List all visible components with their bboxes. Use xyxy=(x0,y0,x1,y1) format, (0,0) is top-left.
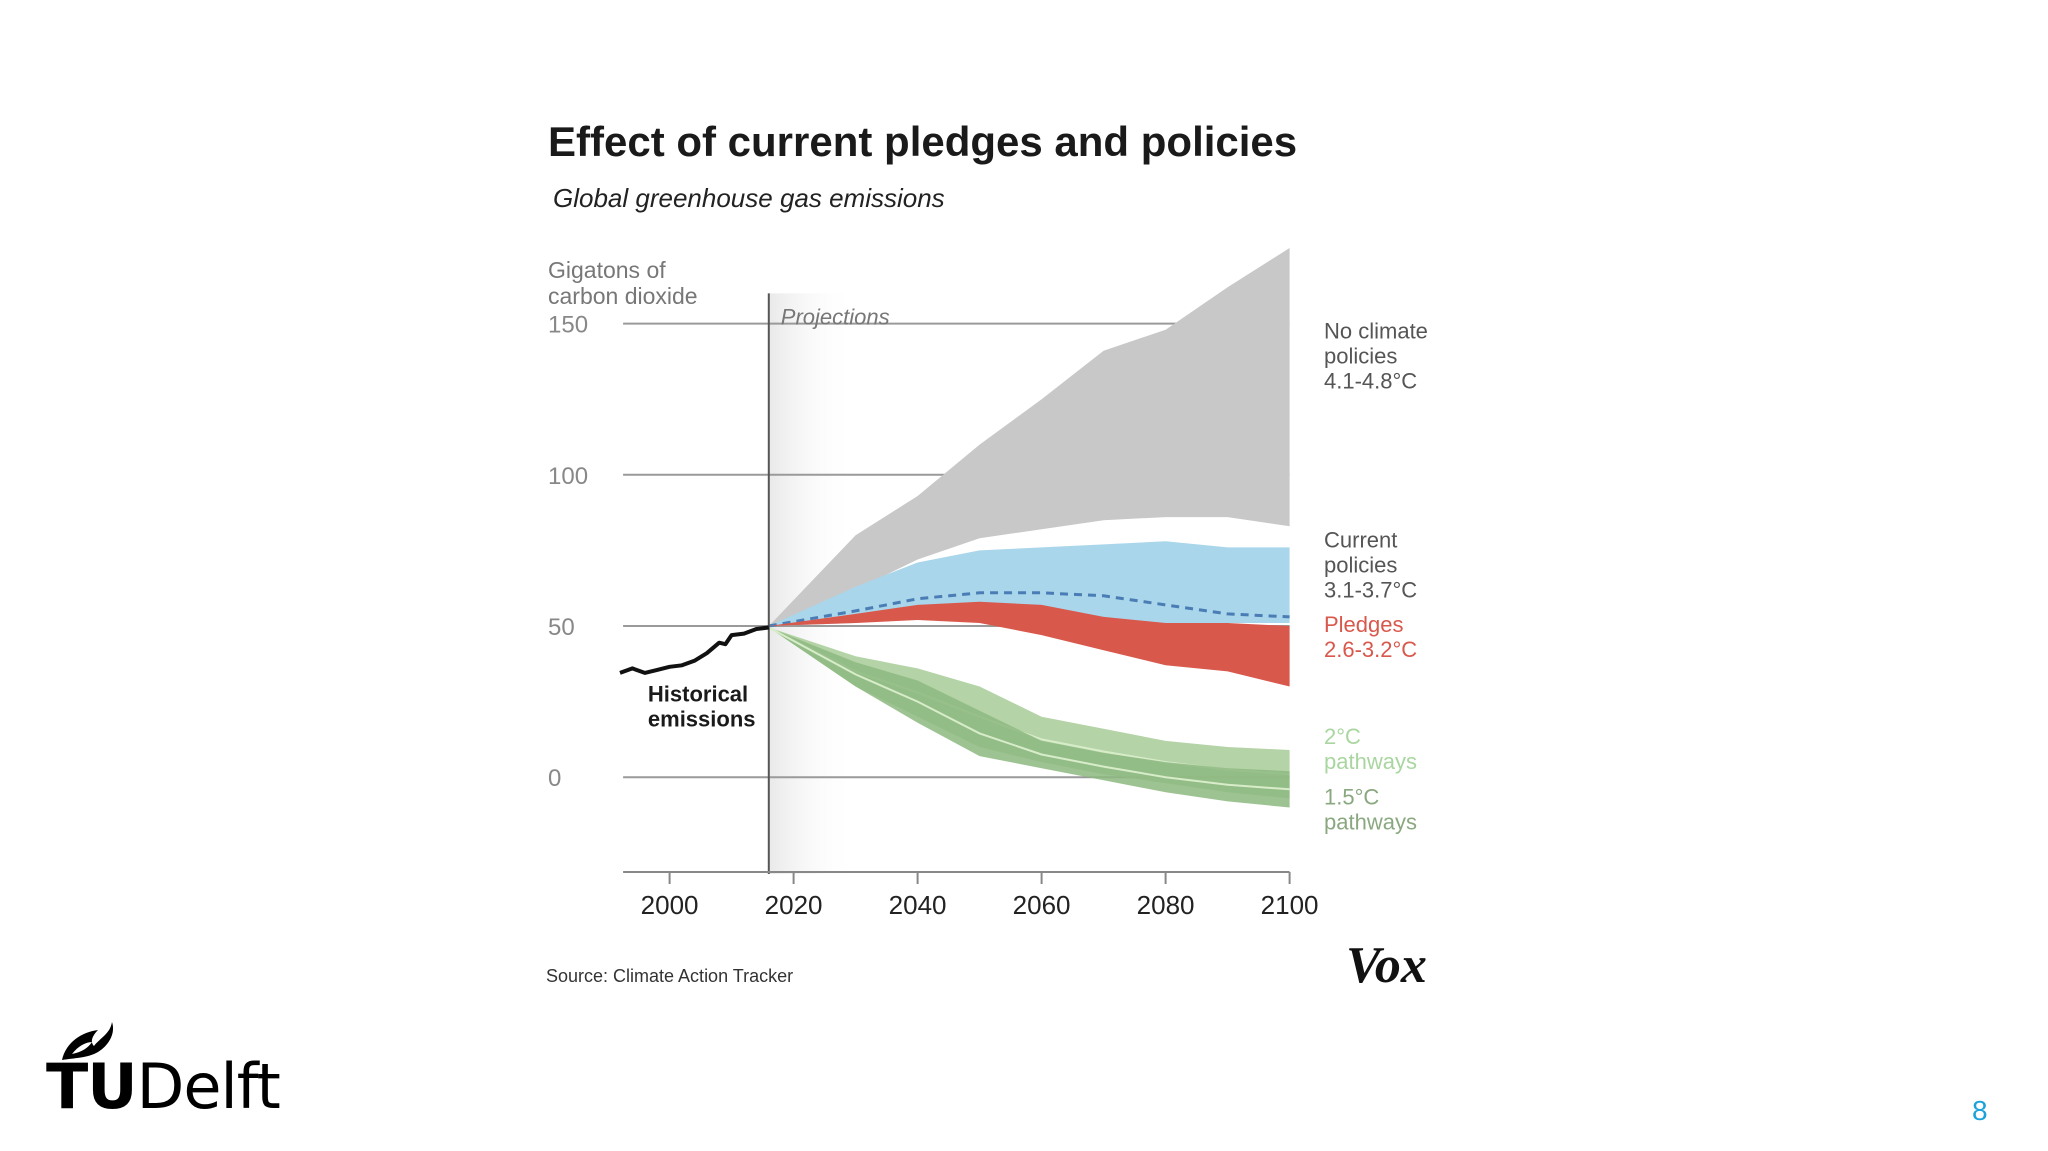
series-label-3-line-1: pathways xyxy=(1324,749,1417,774)
page-number: 8 xyxy=(1972,1095,1988,1126)
historical-line xyxy=(619,625,770,675)
band-centerline-4 xyxy=(768,626,1290,791)
y-axis-label-line-2: carbon dioxide xyxy=(548,283,698,309)
vox-logo: Vox xyxy=(1346,937,1427,994)
series-label-2-line-1: 2.6-3.2°C xyxy=(1324,637,1417,662)
series-label-0-line-0: No climate xyxy=(1324,319,1428,344)
series-label-1-line-1: policies xyxy=(1324,552,1397,577)
x-tick-2080: 2080 xyxy=(1137,890,1195,920)
x-tick-2060: 2060 xyxy=(1013,890,1071,920)
tu-delft-logo xyxy=(46,1010,306,1120)
flame-icon xyxy=(62,1022,114,1060)
y-tick-0: 0 xyxy=(548,765,561,792)
x-tick-2000: 2000 xyxy=(641,890,699,920)
series-label-4-line-0: 1.5°C xyxy=(1324,784,1379,809)
historical-label-line-1: emissions xyxy=(648,707,756,732)
series-label-2-line-0: Pledges xyxy=(1324,612,1404,637)
projections-label: Projections xyxy=(781,305,890,330)
tu-delft-wordmark: TUDelft xyxy=(46,1050,281,1123)
y-tick-150: 150 xyxy=(548,312,588,339)
band-2 xyxy=(768,601,1290,687)
x-tick-2100: 2100 xyxy=(1261,890,1319,920)
series-label-3-line-0: 2°C xyxy=(1324,724,1361,749)
series-label-0-line-1: policies xyxy=(1324,344,1397,369)
y-tick-50: 50 xyxy=(548,614,575,641)
series-label-1-line-2: 3.1-3.7°C xyxy=(1324,577,1417,602)
series-label-1-line-0: Current xyxy=(1324,527,1397,552)
series-label-4-line-1: pathways xyxy=(1324,809,1417,834)
source-note: Source: Climate Action Tracker xyxy=(546,966,793,986)
chart-title: Effect of current pledges and policies xyxy=(548,118,1297,165)
x-tick-2020: 2020 xyxy=(765,890,823,920)
logo-text: Delft xyxy=(136,1050,281,1123)
y-axis-label-line-1: Gigatons of xyxy=(548,257,666,283)
chart-subtitle: Global greenhouse gas emissions xyxy=(553,183,945,213)
band-3 xyxy=(768,627,1290,799)
historical-label-line-0: Historical xyxy=(648,682,748,707)
logo-text-bold: TU xyxy=(46,1050,138,1123)
series-label-0-line-2: 4.1-4.8°C xyxy=(1324,369,1417,394)
y-tick-100: 100 xyxy=(548,463,588,490)
band-4 xyxy=(768,627,1290,808)
x-tick-2040: 2040 xyxy=(889,890,947,920)
band-0 xyxy=(768,248,1290,626)
